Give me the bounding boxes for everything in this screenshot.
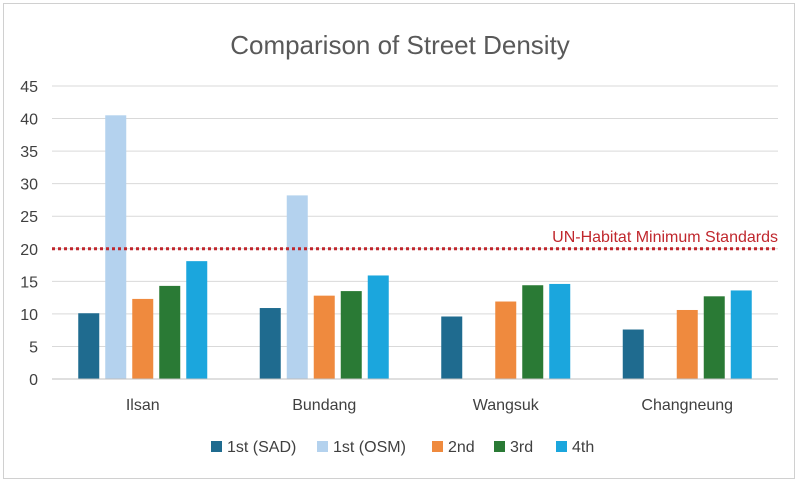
bar-wangsuk-3rd: [522, 285, 544, 379]
bar-wangsuk-4th: [549, 283, 571, 379]
bar-changneung-4th: [730, 290, 752, 379]
y-tick-label-15: 15: [20, 274, 38, 291]
legend-label-2nd: 2nd: [448, 439, 475, 456]
y-tick-label-40: 40: [20, 112, 38, 129]
category-labels: Ilsan Bundang Wangsuk Changneung: [126, 397, 733, 414]
y-tick-label-30: 30: [20, 177, 38, 194]
reference-line-label: UN-Habitat Minimum Standards: [552, 229, 778, 246]
bars: [78, 115, 752, 380]
legend-swatch-1st-sad: [211, 441, 222, 452]
bar-changneung-1st-sad: [622, 329, 644, 379]
chart-frame: Comparison of Street Density 0 5 10 15 20 25 3…: [3, 3, 795, 479]
legend-swatch-4th: [556, 441, 567, 452]
y-tick-label-45: 45: [20, 79, 38, 96]
legend: 1st (SAD) 1st (OSM) 2nd 3rd 4th: [211, 439, 594, 456]
category-label-ilsan: Ilsan: [126, 397, 160, 414]
y-tick-label-25: 25: [20, 209, 38, 226]
bar-ilsan-4th: [186, 261, 208, 379]
bar-ilsan-1st-sad: [78, 313, 100, 379]
street-density-chart: Comparison of Street Density 0 5 10 15 20 25 3…: [20, 30, 778, 456]
category-label-bundang: Bundang: [292, 397, 356, 414]
bar-ilsan-3rd: [159, 285, 181, 379]
legend-swatch-1st-osm: [317, 441, 328, 452]
legend-swatch-3rd: [494, 441, 505, 452]
bar-bundang-3rd: [340, 291, 362, 379]
bar-changneung-3rd: [703, 296, 725, 379]
category-label-changneung: Changneung: [641, 397, 733, 414]
chart-title: Comparison of Street Density: [230, 30, 570, 60]
legend-swatch-2nd: [432, 441, 443, 452]
y-axis-ticks: 0 5 10 15 20 25 30 35 40 45: [20, 79, 38, 389]
y-tick-label-20: 20: [20, 242, 38, 259]
bar-bundang-1st-sad: [259, 308, 281, 379]
bar-wangsuk-1st-sad: [441, 316, 463, 379]
bar-ilsan-1st-osm: [105, 115, 127, 380]
bar-bundang-1st-osm: [286, 195, 308, 379]
y-tick-label-0: 0: [29, 372, 38, 389]
bar-wangsuk-2nd: [495, 301, 517, 379]
bar-bundang-4th: [367, 275, 389, 379]
legend-label-1st-sad: 1st (SAD): [227, 439, 296, 456]
y-tick-label-10: 10: [20, 307, 38, 324]
y-tick-label-35: 35: [20, 144, 38, 161]
reference-line-group: UN-Habitat Minimum Standards: [52, 229, 778, 251]
category-label-wangsuk: Wangsuk: [473, 397, 540, 414]
y-tick-label-5: 5: [29, 339, 38, 356]
legend-label-3rd: 3rd: [510, 439, 533, 456]
bar-changneung-2nd: [676, 309, 698, 379]
legend-label-1st-osm: 1st (OSM): [333, 439, 406, 456]
bar-ilsan-2nd: [132, 298, 154, 379]
bar-bundang-2nd: [313, 295, 335, 379]
legend-label-4th: 4th: [572, 439, 594, 456]
